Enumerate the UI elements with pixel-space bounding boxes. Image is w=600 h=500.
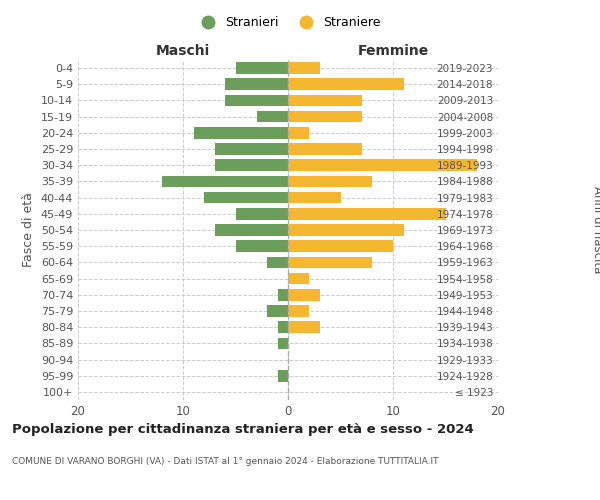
Bar <box>288 143 361 155</box>
Bar <box>225 94 288 106</box>
Bar <box>235 240 288 252</box>
Y-axis label: Fasce di età: Fasce di età <box>22 192 35 268</box>
Bar <box>288 224 404 236</box>
Bar <box>288 289 320 300</box>
Bar <box>277 322 288 333</box>
Bar <box>277 338 288 349</box>
Bar <box>288 127 309 138</box>
Bar <box>257 111 288 122</box>
Bar <box>288 256 372 268</box>
Bar <box>225 78 288 90</box>
Bar <box>288 240 393 252</box>
Legend: Stranieri, Straniere: Stranieri, Straniere <box>190 11 386 34</box>
Bar <box>288 62 320 74</box>
Bar <box>288 208 445 220</box>
Bar <box>215 143 288 155</box>
Text: Maschi: Maschi <box>156 44 210 59</box>
Text: Popolazione per cittadinanza straniera per età e sesso - 2024: Popolazione per cittadinanza straniera p… <box>12 422 474 436</box>
Text: Anni di nascita: Anni di nascita <box>590 186 600 274</box>
Bar <box>235 62 288 74</box>
Bar <box>288 176 372 188</box>
Bar <box>277 370 288 382</box>
Bar <box>267 256 288 268</box>
Bar <box>288 94 361 106</box>
Bar <box>288 305 309 317</box>
Bar <box>288 272 309 284</box>
Bar <box>288 160 477 171</box>
Bar <box>288 192 341 203</box>
Bar <box>288 111 361 122</box>
Bar <box>215 160 288 171</box>
Bar <box>193 127 288 138</box>
Bar <box>267 305 288 317</box>
Text: COMUNE DI VARANO BORGHI (VA) - Dati ISTAT al 1° gennaio 2024 - Elaborazione TUTT: COMUNE DI VARANO BORGHI (VA) - Dati ISTA… <box>12 458 439 466</box>
Text: Femmine: Femmine <box>358 44 428 59</box>
Bar <box>277 289 288 300</box>
Bar <box>215 224 288 236</box>
Bar <box>288 78 404 90</box>
Bar <box>162 176 288 188</box>
Bar <box>235 208 288 220</box>
Bar <box>204 192 288 203</box>
Bar <box>288 322 320 333</box>
